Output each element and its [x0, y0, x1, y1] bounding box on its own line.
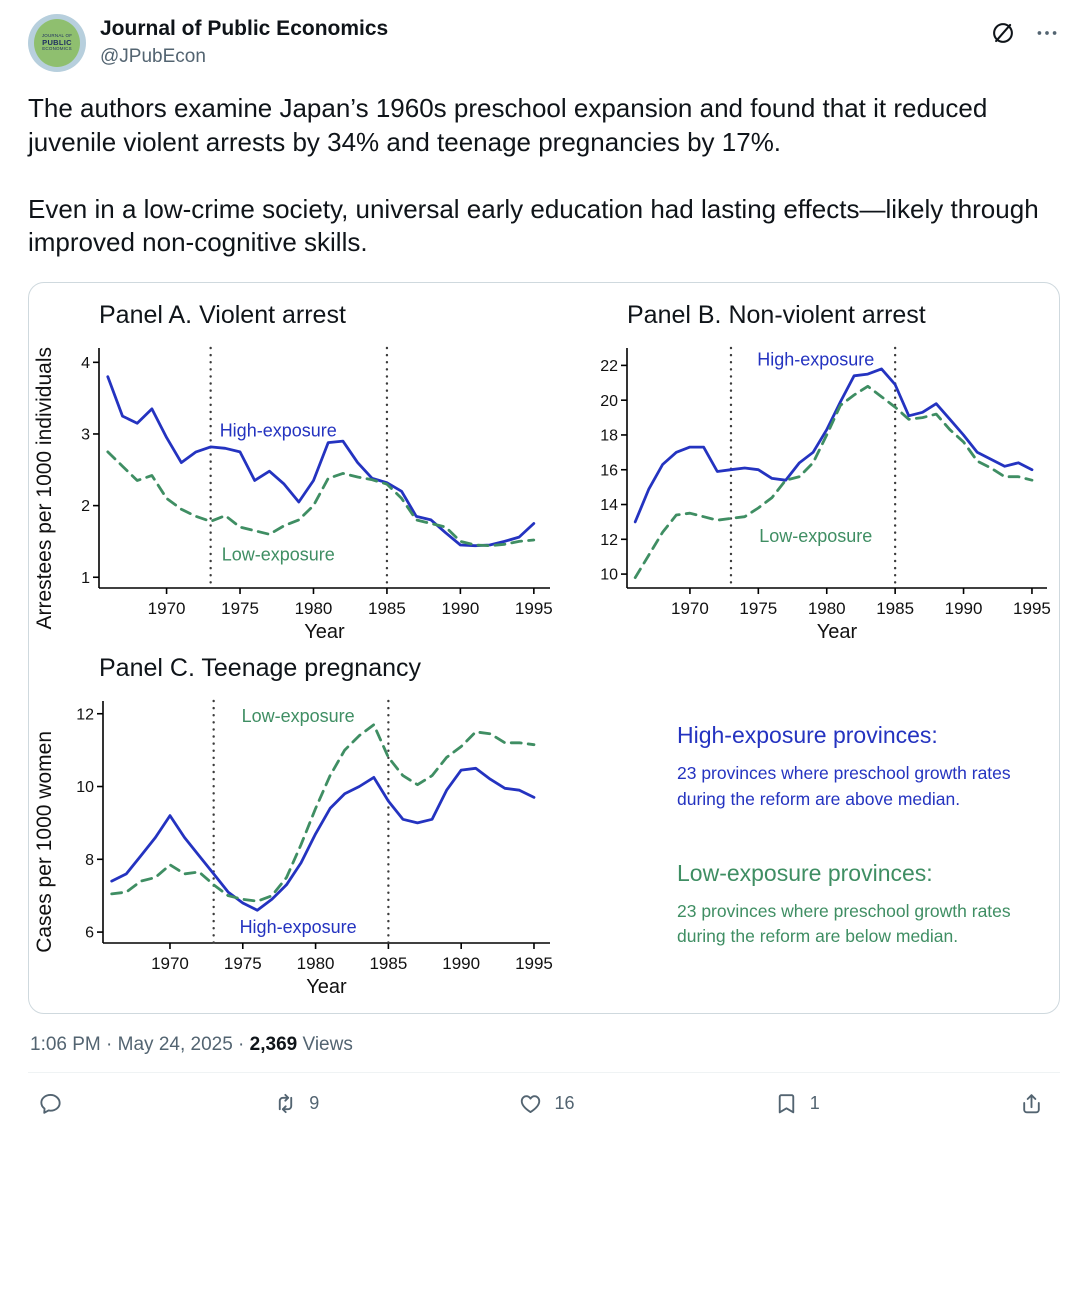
timestamp: 1:06 PM · May 24, 2025 · — [30, 1034, 245, 1056]
svg-text:Year: Year — [817, 621, 858, 643]
panel-c-ylabel: Cases per 1000 women — [33, 731, 56, 954]
panel-a-title: Panel A. Violent arrest — [99, 301, 346, 330]
panel-c: Panel C. Teenage pregnancy Cases per 100… — [33, 644, 581, 999]
legend-high-exposure: High-exposure provinces: 23 provinces wh… — [677, 722, 1051, 812]
header-actions — [990, 20, 1060, 46]
repost-button[interactable]: 9 — [269, 1085, 323, 1122]
legend-low-body: 23 provinces where preschool growth rate… — [677, 900, 1011, 947]
avatar-line: JOURNAL OF — [41, 32, 73, 38]
figure-legend: High-exposure provinces: 23 provinces wh… — [581, 644, 1061, 999]
svg-text:1985: 1985 — [876, 599, 914, 618]
svg-text:Low-exposure: Low-exposure — [222, 545, 335, 565]
svg-text:1975: 1975 — [221, 599, 259, 618]
reply-icon — [40, 1094, 61, 1114]
avatar-line: ECONOMICS — [42, 46, 72, 52]
svg-text:1970: 1970 — [148, 599, 186, 618]
svg-text:1: 1 — [81, 570, 90, 587]
legend-low-exposure: Low-exposure provinces: 23 provinces whe… — [677, 860, 1051, 950]
legend-high-body: 23 provinces where preschool growth rate… — [677, 763, 1011, 809]
tweet-paragraph-1: The authors examine Japan’s 1960s presch… — [28, 93, 988, 157]
heart-icon — [521, 1095, 541, 1114]
tweet-container: JOURNAL OF PUBLIC ECONOMICS Journal of P… — [28, 14, 1060, 1136]
svg-text:2: 2 — [81, 498, 90, 515]
svg-text:1990: 1990 — [441, 599, 479, 618]
repost-count: 9 — [309, 1093, 320, 1114]
avatar-logo: JOURNAL OF PUBLIC ECONOMICS — [34, 19, 80, 67]
svg-text:3: 3 — [81, 427, 90, 444]
bookmark-button[interactable]: 1 — [770, 1085, 824, 1122]
svg-text:1990: 1990 — [945, 599, 983, 618]
display-name[interactable]: Journal of Public Economics — [100, 17, 389, 40]
svg-text:1995: 1995 — [1013, 599, 1051, 618]
panel-a: Panel A. Violent arrest Arrestees per 10… — [33, 291, 581, 644]
svg-text:1985: 1985 — [369, 954, 407, 973]
svg-text:Year: Year — [306, 976, 347, 998]
svg-text:Year: Year — [304, 621, 345, 643]
bookmark-icon — [778, 1094, 794, 1114]
svg-text:4: 4 — [81, 355, 90, 372]
share-button[interactable] — [1015, 1085, 1048, 1122]
svg-text:1995: 1995 — [515, 954, 553, 973]
action-bar: 9 16 1 — [28, 1073, 1060, 1136]
share-icon — [1023, 1094, 1040, 1114]
tweet-paragraph-2: Even in a low-crime society, universal e… — [28, 193, 1039, 258]
svg-text:1980: 1980 — [295, 599, 333, 618]
panel-b-chart: 10 12 14 16 18 20 22 1970 1975 1980 1985 1990 1995 Ye… — [581, 332, 1061, 644]
views-count: 2,369 — [249, 1034, 298, 1056]
svg-text:1995: 1995 — [515, 599, 553, 618]
svg-text:Low-exposure: Low-exposure — [242, 706, 355, 726]
svg-text:22: 22 — [600, 358, 618, 375]
svg-text:18: 18 — [600, 428, 618, 445]
panel-c-chart: 6 8 10 12 1970 1975 1980 1985 1990 1995 Year Low-ex… — [59, 685, 564, 999]
svg-text:1985: 1985 — [368, 599, 406, 618]
svg-text:10: 10 — [76, 779, 94, 796]
panel-b-title: Panel B. Non-violent arrest — [627, 301, 926, 330]
bookmark-count: 1 — [809, 1093, 820, 1114]
svg-text:Low-exposure: Low-exposure — [759, 526, 872, 546]
svg-text:10: 10 — [600, 567, 618, 584]
more-button[interactable] — [1034, 20, 1060, 46]
svg-text:6: 6 — [85, 925, 94, 942]
avatar[interactable]: JOURNAL OF PUBLIC ECONOMICS — [28, 14, 86, 72]
more-icon — [1037, 31, 1057, 35]
svg-text:1980: 1980 — [808, 599, 846, 618]
reply-button[interactable] — [34, 1085, 78, 1122]
svg-text:1975: 1975 — [739, 599, 777, 618]
views-label: Views — [302, 1034, 353, 1056]
svg-text:1980: 1980 — [297, 954, 335, 973]
author-block: JOURNAL OF PUBLIC ECONOMICS Journal of P… — [28, 14, 388, 72]
panel-c-title: Panel C. Teenage pregnancy — [99, 654, 421, 683]
svg-text:1990: 1990 — [442, 954, 480, 973]
svg-text:20: 20 — [600, 393, 618, 410]
panel-a-ylabel: Arrestees per 1000 individuals — [33, 346, 56, 630]
svg-text:12: 12 — [76, 707, 94, 724]
svg-text:1970: 1970 — [671, 599, 709, 618]
panel-b: Panel B. Non-violent arrest 10 12 14 16 18 20… — [581, 291, 1061, 644]
svg-text:16: 16 — [600, 463, 618, 480]
svg-text:12: 12 — [600, 532, 618, 549]
author-names: Journal of Public Economics @JPubEcon — [100, 14, 388, 72]
like-count: 16 — [554, 1093, 575, 1114]
tweet-image[interactable]: Panel A. Violent arrest Arrestees per 10… — [28, 282, 1060, 1015]
timestamp-row: 1:06 PM · May 24, 2025 · 2,369 Views — [28, 1014, 1060, 1074]
svg-text:High-exposure: High-exposure — [220, 421, 337, 441]
grok-button[interactable] — [990, 20, 1016, 46]
repost-icon — [279, 1094, 293, 1114]
handle: @JPubEcon — [100, 46, 206, 67]
svg-text:8: 8 — [85, 852, 94, 869]
legend-high-heading: High-exposure provinces: — [677, 722, 938, 749]
svg-text:1975: 1975 — [224, 954, 262, 973]
svg-text:14: 14 — [600, 497, 618, 514]
tweet-text: The authors examine Japan’s 1960s presch… — [28, 92, 1060, 260]
legend-low-heading: Low-exposure provinces: — [677, 859, 933, 886]
svg-text:1970: 1970 — [151, 954, 189, 973]
tweet-header: JOURNAL OF PUBLIC ECONOMICS Journal of P… — [28, 14, 1060, 72]
like-button[interactable]: 16 — [514, 1085, 578, 1122]
figure-grid: Panel A. Violent arrest Arrestees per 10… — [33, 291, 1055, 999]
svg-text:High-exposure: High-exposure — [240, 917, 357, 937]
grok-slashed-circle-icon — [993, 23, 1013, 43]
avatar-line: PUBLIC — [42, 37, 72, 47]
panel-a-chart: 1 2 3 4 1970 1975 1980 1985 1990 1995 Year High-exp… — [59, 332, 564, 644]
svg-text:High-exposure: High-exposure — [757, 350, 874, 370]
